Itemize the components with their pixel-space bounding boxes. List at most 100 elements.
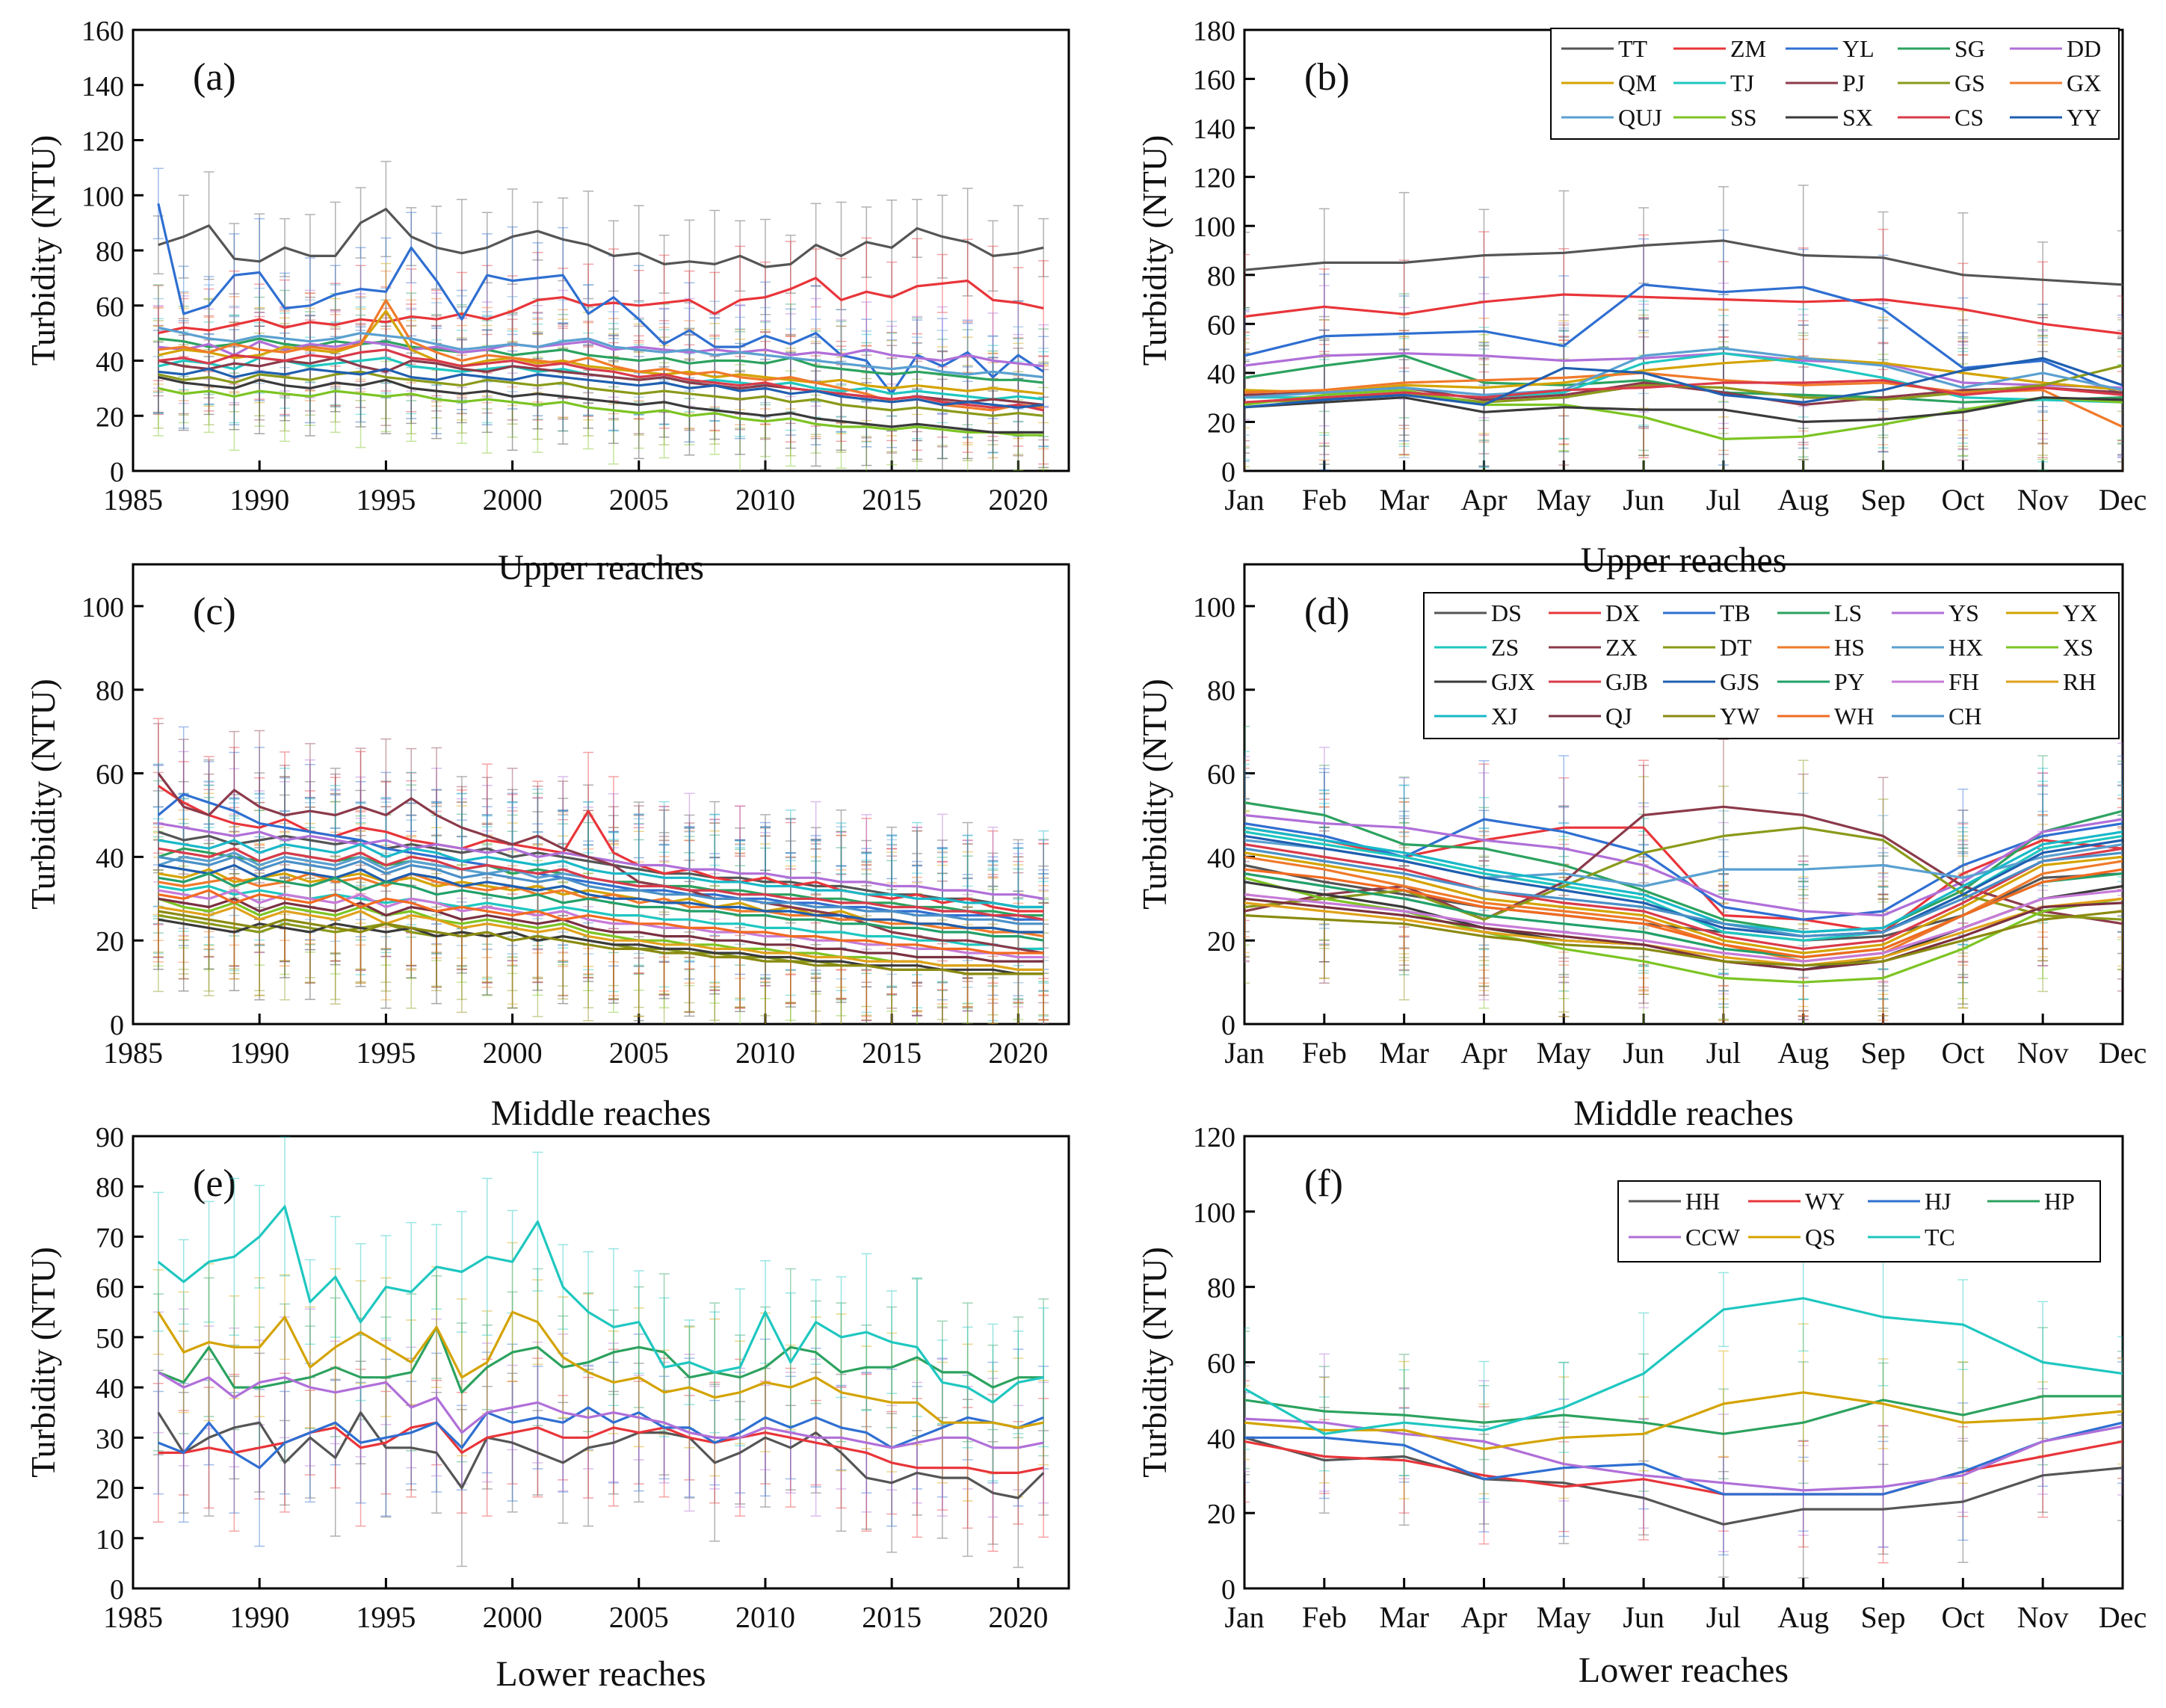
y-axis-label: Turbidity (NTU) [1135, 679, 1173, 910]
x-tick-label: Sep [1861, 1036, 1906, 1070]
y-tick-label: 160 [81, 16, 124, 47]
y-tick-label: 0 [110, 457, 124, 488]
x-tick-label: 2010 [735, 483, 795, 517]
x-tick-label: Nov [2017, 1036, 2069, 1070]
y-tick-label: 100 [81, 181, 124, 212]
x-tick-label: Aug [1777, 483, 1829, 517]
y-tick-label: 100 [1193, 212, 1235, 243]
y-tick-label: 0 [1221, 457, 1235, 488]
x-tick-label: Aug [1777, 1036, 1829, 1070]
series-line-ss [1244, 389, 2123, 441]
series-line-dd [158, 340, 1044, 368]
x-tick-label: May [1537, 483, 1591, 517]
x-tick-label: 2020 [988, 1036, 1048, 1070]
panel-label: (c) [193, 591, 236, 633]
series-line-qm [1244, 357, 2123, 394]
legend-label: TT [1618, 35, 1648, 62]
series-line-rh [158, 905, 1044, 971]
panel-label: (d) [1304, 591, 1350, 633]
series-line-quj [158, 326, 1044, 379]
legend-label: CS [1954, 104, 1984, 131]
x-tick-label: 1985 [103, 1036, 163, 1070]
panel-a: 0 20 40 60 80 100 120 140 160 1985 1990 1995 2000 200… [24, 16, 1070, 588]
series-line-gjx [158, 918, 1044, 975]
x-tick-label: Oct [1941, 1036, 1984, 1070]
x-axis-label: Middle reaches [1573, 1094, 1794, 1133]
series-line-gs [158, 370, 1044, 417]
y-tick-label: 140 [81, 71, 124, 102]
y-tick-label: 80 [96, 236, 124, 268]
series-line-yl [1244, 283, 2123, 396]
legend-label: PJ [1842, 70, 1865, 96]
x-axis-label: Upper reaches [498, 548, 704, 588]
series-line-dx [157, 784, 1044, 913]
error-bars-quj [1244, 287, 2123, 459]
series-line-xj [158, 839, 1044, 909]
series-line-tt [158, 208, 1044, 268]
x-tick-label: 2005 [609, 1036, 669, 1070]
x-tick-label: Oct [1941, 483, 1984, 517]
panel-d: 0 20 40 60 80 100 Jan Feb Mar Apr May Jun Jul Aug Sep O… [1135, 563, 2147, 1133]
x-tick-label: Jun [1623, 483, 1664, 517]
error-bars-yl [1244, 229, 2123, 458]
series-group [1244, 185, 2123, 471]
error-bars-dd [1244, 283, 2123, 459]
series-line-sg [158, 337, 1044, 384]
y-axis-label: Turbidity (NTU) [1135, 135, 1173, 366]
legend-label: SG [1954, 35, 1985, 62]
x-tick-label: Feb [1302, 1036, 1347, 1070]
series-line-qm [158, 309, 1044, 395]
series-line-cs [158, 348, 1044, 412]
y-tick-label: 120 [81, 126, 124, 158]
x-tick-label: 2005 [609, 483, 669, 517]
error-bars-gx [1244, 309, 2123, 471]
y-tick-label: 140 [1193, 114, 1235, 145]
y-tick-label: 80 [96, 676, 124, 707]
y-tick-label: 40 [96, 842, 124, 874]
legend-label: YY [2067, 104, 2101, 131]
y-axis-label: Turbidity (NTU) [24, 135, 62, 366]
y-tick-label: 0 [1221, 1010, 1235, 1041]
legend-label: TJ [1730, 70, 1754, 96]
y-tick-label: 60 [96, 292, 124, 323]
x-tick-label: Sep [1861, 483, 1906, 517]
y-tick-label: 80 [1207, 261, 1235, 292]
y-tick-label: 40 [1207, 842, 1235, 874]
series-line-yy [1244, 357, 2123, 409]
y-tick-label: 20 [1207, 926, 1235, 958]
series-line-dd [1244, 352, 2123, 389]
series-line-sx [158, 376, 1044, 434]
series-line-sx [1244, 396, 2123, 424]
x-tick-label: 1995 [356, 1036, 416, 1070]
y-tick-label: 60 [1207, 759, 1235, 791]
series-line-ch [158, 855, 1044, 925]
x-tick-label: Nov [2017, 483, 2069, 517]
y-tick-label: 40 [96, 347, 124, 378]
y-tick-label: 40 [1207, 359, 1235, 390]
series-line-zx [157, 772, 1044, 955]
y-tick-label: 120 [1193, 163, 1235, 194]
series-line-gjb [158, 847, 1044, 921]
error-bars-qm [1244, 287, 2123, 456]
x-tick-label: May [1537, 1036, 1591, 1070]
legend-label: DD [2067, 35, 2101, 62]
series-line-gx [1244, 371, 2123, 428]
legend-label: GS [1954, 70, 1985, 96]
y-tick-label: 160 [1193, 65, 1235, 96]
series-line-gjs [158, 863, 1044, 934]
y-tick-label: 20 [1207, 407, 1235, 439]
series-line-yy [158, 368, 1044, 409]
x-tick-label: Jul [1706, 483, 1741, 517]
panel-c: 0 20 40 60 80 100 1985 1990 1995 2000 2005 2010 2015… [24, 563, 1070, 1133]
legend-label: ZM [1730, 35, 1766, 62]
series-group [152, 718, 1049, 1024]
legend-label: SS [1730, 104, 1757, 131]
error-bars-tt [152, 161, 1049, 319]
series-group [152, 161, 1049, 471]
y-tick-label: 60 [96, 759, 124, 791]
x-tick-label: 1990 [229, 1036, 289, 1070]
x-tick-label: 2000 [483, 1036, 543, 1070]
series-line-ss [158, 386, 1044, 437]
x-tick-label: Apr [1460, 1036, 1507, 1070]
